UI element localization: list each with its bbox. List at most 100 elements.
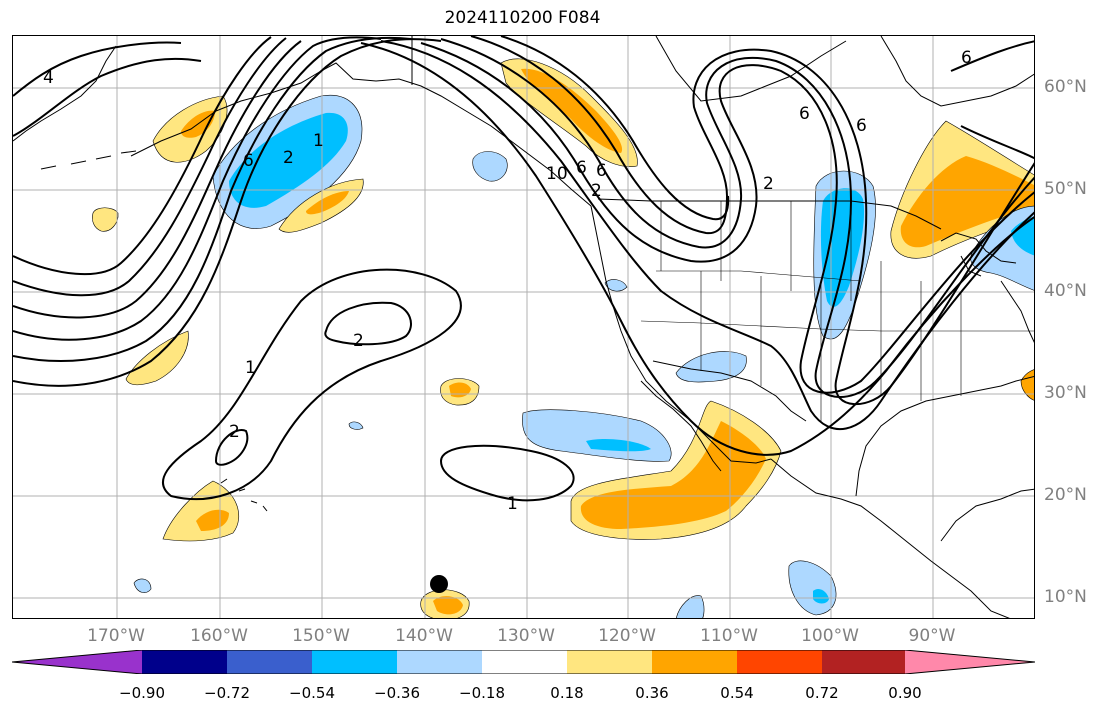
lon-label: 90°W: [908, 626, 956, 646]
colorbar-tick: −0.36: [374, 684, 420, 702]
colorbar-segment: [227, 650, 312, 674]
colorbar-segment: [397, 650, 482, 674]
shade-westcoast-pos-core: [521, 68, 623, 153]
mexico-coast: [770, 458, 1010, 618]
colorbar-tick: −0.90: [119, 684, 165, 702]
lon-label: 140°W: [395, 626, 453, 646]
hawaii-islands: [220, 478, 268, 512]
colorbar-tick: −0.72: [204, 684, 250, 702]
east-coast: [1000, 280, 1034, 343]
shade-baja-neg: [675, 351, 747, 383]
colorbar-tick: 0.36: [635, 684, 669, 702]
colorbar-segment: [142, 650, 227, 674]
contour-label: 2: [283, 148, 294, 168]
yucatan: [940, 488, 1034, 542]
contour-line-mid: [360, 42, 1034, 456]
shade-eqpac-neg-2: [675, 595, 705, 618]
contour-label: 6: [856, 116, 867, 136]
contour-label: 6: [596, 161, 607, 181]
hudson-bay: [880, 36, 1034, 107]
colorbar-segment: [737, 650, 822, 674]
us-canada-border: [597, 198, 942, 230]
contour-label: 2: [229, 422, 240, 442]
shade-storm-pos-core: [433, 596, 463, 615]
contour-line-ridge: [440, 38, 1034, 398]
contour-line: [13, 38, 442, 387]
map-title: 2024110200 F084: [444, 8, 601, 28]
contour-2-loop-small: [214, 429, 249, 466]
canada-coast-west: [590, 205, 772, 464]
colorbar: [12, 650, 1035, 674]
lat-label: 20°N: [1044, 485, 1087, 505]
colorbar-segment: [482, 650, 567, 674]
lat-label: 50°N: [1044, 179, 1087, 199]
contour-label: 6: [799, 104, 810, 124]
contour-label: 2: [591, 181, 602, 201]
contour-1-sub: [439, 444, 575, 502]
storm-position-dot[interactable]: [430, 575, 448, 593]
baja-coast: [640, 380, 722, 472]
contour-line-ridge: [470, 36, 1034, 406]
colorbar-segment: [12, 650, 142, 674]
lat-label: 10°N: [1044, 587, 1087, 607]
colorbar-segment: [567, 650, 652, 674]
contour-label: 1: [245, 358, 256, 378]
contour-2-loop: [324, 301, 412, 346]
lon-label: 160°W: [190, 626, 248, 646]
canada-inner: [655, 36, 847, 102]
lon-label: 120°W: [598, 626, 656, 646]
contour-label: 6: [961, 48, 972, 68]
colorbar-segment: [905, 650, 1035, 674]
shade-hawaii-pos-core: [196, 509, 229, 531]
shade-florida-pos: [1020, 369, 1034, 401]
contour-line: [13, 36, 272, 276]
colorbar-tick: 0.54: [720, 684, 754, 702]
colorbar-segment: [652, 650, 737, 674]
colorbar-segment: [822, 650, 905, 674]
contour-1-loop: [161, 268, 462, 501]
colorbar-tick: −0.54: [289, 684, 335, 702]
shade-small-neg-1: [133, 578, 152, 593]
lat-label: 30°N: [1044, 383, 1087, 403]
lon-label: 100°W: [801, 626, 859, 646]
lon-label: 110°W: [700, 626, 758, 646]
gulf-coast: [855, 375, 1034, 497]
contour-line-ridge: [420, 42, 1034, 394]
contour-label: 4: [43, 68, 54, 88]
contour-label: 10: [546, 164, 568, 184]
contour-label: 6: [576, 158, 587, 178]
contour-labels: 4 6 2 1 6 2 1 2 1 2 6 6 6 2 6 10: [43, 48, 972, 514]
colorbar-tick: 0.18: [550, 684, 584, 702]
lon-label: 150°W: [292, 626, 350, 646]
contour-line: [13, 36, 412, 362]
shade-alaska-neg-core: [229, 112, 348, 208]
colorbar-tick: 0.90: [888, 684, 922, 702]
alaska-coast: [130, 62, 592, 207]
shade-small-neg-2: [348, 421, 364, 430]
map-panel[interactable]: 4 6 2 1 6 2 1 2 1 2 6 6 6 2 6 10: [12, 35, 1035, 619]
contours: [13, 36, 1034, 502]
shade-gulf-pos-core: [306, 191, 349, 215]
siberia-coast: [13, 45, 117, 142]
shade-mexico-pos-core: [580, 421, 766, 529]
shade-ne-neg-core: [1011, 216, 1034, 256]
shade-greatlakes-pos-core: [900, 156, 1034, 248]
shade-small-neg-3: [604, 279, 628, 292]
contour-line-ridge: [500, 36, 730, 221]
colorbar-tick: 0.72: [805, 684, 839, 702]
contour-line: [13, 40, 302, 319]
colorbar-tick: −0.18: [459, 684, 505, 702]
shade-eqpac-neg: [788, 560, 837, 616]
shade-subtrop-neg-core: [586, 438, 651, 452]
contour-label: 6: [243, 151, 254, 171]
us-mexico-border: [652, 360, 807, 422]
contour-upper-right: [950, 40, 1034, 160]
aleutians: [40, 150, 137, 170]
contour-line: [13, 37, 287, 297]
contour-upper-left: [13, 57, 202, 137]
shade-eqpac-neg-core: [813, 588, 829, 604]
lat-label: 60°N: [1044, 77, 1087, 97]
contour-upper-left-2: [13, 41, 182, 97]
lon-label: 170°W: [87, 626, 145, 646]
shade-small-pos-1: [92, 207, 119, 232]
